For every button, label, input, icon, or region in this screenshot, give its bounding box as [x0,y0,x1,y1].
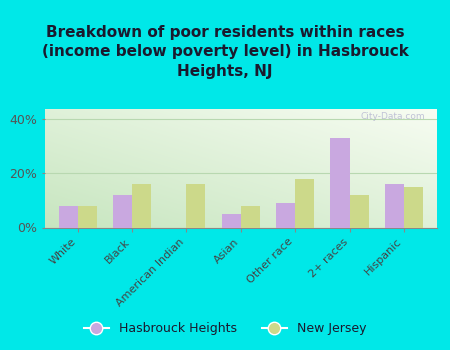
Text: Breakdown of poor residents within races
(income below poverty level) in Hasbrou: Breakdown of poor residents within races… [41,25,409,79]
Bar [295,179,314,228]
Bar [132,184,151,228]
Bar [241,206,260,228]
Bar [385,184,404,228]
Bar [77,206,97,228]
Text: City-Data.com: City-Data.com [360,112,425,121]
Bar [222,214,241,228]
Bar [113,195,132,228]
Legend: Hasbrouck Heights, New Jersey: Hasbrouck Heights, New Jersey [79,317,371,340]
Bar [404,187,423,228]
Bar [330,138,350,228]
Bar [350,195,369,228]
Bar [186,184,205,228]
Bar [58,206,77,228]
Bar [276,203,295,228]
